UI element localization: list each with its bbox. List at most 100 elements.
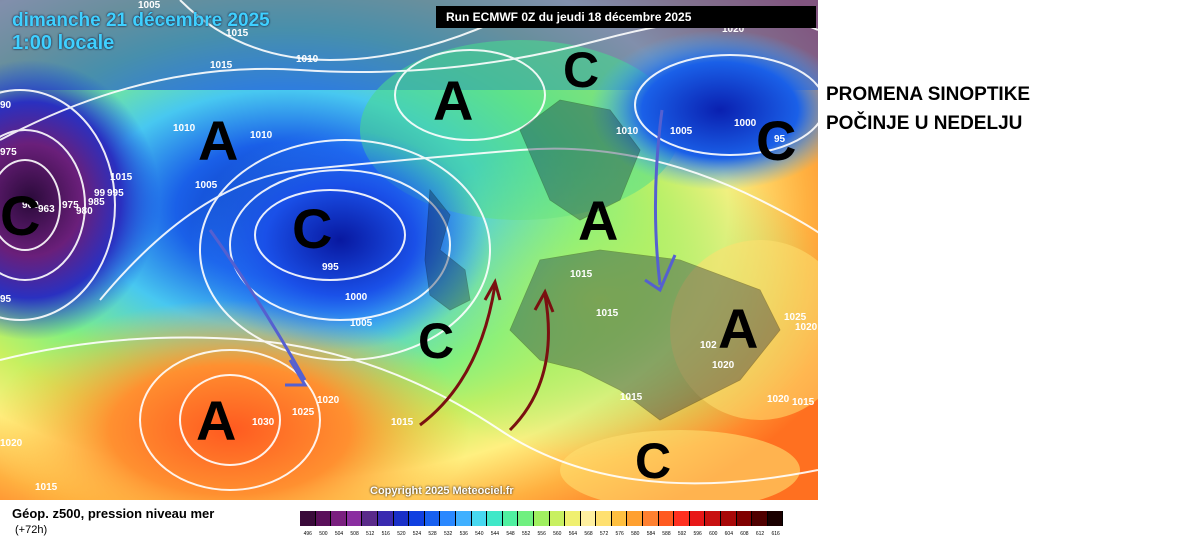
pressure-labels: 1005 1020 1015 1010 1015 1010 1010 1005 … — [0, 0, 818, 493]
scale-tick-label: 508 — [350, 531, 359, 537]
color-swatch — [362, 511, 378, 526]
isobar-label: 1010 — [296, 54, 319, 65]
color-swatch — [409, 511, 425, 526]
color-swatch — [455, 511, 472, 526]
scale-tick-label: 588 — [662, 531, 671, 537]
color-swatch — [346, 511, 363, 526]
low-pressure-label: C — [0, 184, 40, 247]
scale-tick-label: 552 — [521, 531, 531, 537]
scale-tick-label: 516 — [381, 531, 390, 537]
isobar-label: 99 — [94, 188, 106, 199]
scale-tick-label: 528 — [428, 531, 437, 537]
isobar-label: 1005 — [350, 318, 373, 329]
isobar-label: 975 — [62, 200, 79, 211]
scale-tick-label: 592 — [677, 531, 687, 537]
isobar-label: 1010 — [250, 130, 273, 141]
color-swatch — [752, 511, 768, 526]
color-swatch — [736, 511, 753, 526]
isobar-label: 1010 — [173, 123, 196, 134]
color-swatch — [300, 511, 316, 526]
isobar-label: 995 — [322, 262, 339, 273]
color-swatch — [549, 511, 566, 526]
scale-tick-label: 568 — [584, 531, 593, 537]
scale-tick-label: 616 — [771, 531, 780, 537]
map-canvas: 1005 1020 1015 1010 1015 1010 1010 1005 … — [0, 0, 818, 500]
color-swatch — [674, 511, 690, 526]
time-line: 1:00 locale — [12, 32, 115, 54]
scale-tick-label: 604 — [724, 531, 733, 537]
low-pressure-label: C — [563, 42, 599, 98]
isobar-label: 1030 — [252, 417, 275, 428]
scale-tick-label: 560 — [553, 531, 562, 537]
high-pressure-label: A — [578, 189, 618, 252]
isobar-label: 1015 — [210, 60, 233, 71]
color-swatch — [393, 511, 410, 526]
isobar-label: 1015 — [391, 417, 414, 428]
isobar-label: 1025 — [292, 407, 315, 418]
isobar-label: 963 — [38, 204, 55, 215]
color-swatch — [689, 511, 706, 526]
color-scale-ticks: 496 500 504 508 512 516 520 524 528 532 536 540 544 5… — [300, 531, 783, 537]
copyright: Copyright 2025 Meteociel.fr — [370, 485, 514, 497]
high-pressure-label: A — [718, 297, 758, 360]
color-swatch — [596, 511, 612, 526]
color-swatch — [767, 511, 784, 526]
low-pressure-label: C — [756, 109, 796, 172]
weather-map: 1005 1020 1015 1010 1015 1010 1010 1005 … — [0, 0, 818, 500]
isobar-label: 1020 — [795, 322, 818, 333]
caption-line-2: POČINJE U NEDELJU — [826, 113, 1023, 134]
isobar-label: 1020 — [767, 394, 790, 405]
high-pressure-label: A — [198, 109, 238, 172]
scale-tick-label: 544 — [490, 531, 500, 537]
color-swatch — [440, 511, 456, 526]
scale-tick-label: 572 — [599, 531, 609, 537]
isobar-label: 1005 — [670, 126, 693, 137]
isobar-label: 1020 — [712, 360, 735, 371]
scale-tick-label: 524 — [412, 531, 422, 537]
color-swatch — [611, 511, 628, 526]
caption-line-1: PROMENA SINOPTIKE — [826, 84, 1031, 105]
isobar-label: 1020 — [722, 24, 745, 35]
isobar-label: 1000 — [734, 118, 757, 129]
color-swatch — [533, 511, 550, 526]
scale-tick-label: 608 — [740, 531, 749, 537]
color-swatch — [377, 511, 394, 526]
scale-tick-label: 504 — [334, 531, 344, 537]
isobar-label: 1020 — [317, 395, 340, 406]
color-swatch — [565, 511, 581, 526]
low-pressure-label: C — [635, 433, 671, 489]
caption: PROMENA SINOPTIKE POČINJE U NEDELJU — [826, 80, 1030, 138]
color-swatch — [627, 511, 644, 526]
color-swatch — [471, 511, 488, 526]
isobar-label: 1015 — [110, 172, 133, 183]
isobar-label: 1015 — [35, 482, 58, 493]
isobar-label: 1015 — [570, 269, 593, 280]
scale-tick-label: 600 — [709, 531, 718, 537]
legend-title: Géop. z500, pression niveau mer — [12, 506, 215, 521]
isobar-label: 102 — [700, 340, 717, 351]
isobar-label: 1005 — [195, 180, 218, 191]
scale-tick-label: 500 — [319, 531, 328, 537]
isobar-label: 1015 — [792, 397, 815, 408]
isobar-label: 90 — [0, 100, 12, 111]
color-swatch — [502, 511, 519, 526]
color-swatch — [721, 511, 737, 526]
high-pressure-label: A — [196, 389, 236, 452]
scale-tick-label: 496 — [303, 531, 312, 537]
scale-tick-label: 512 — [366, 531, 375, 537]
color-swatch — [331, 511, 347, 526]
isobar-label: 1025 — [784, 312, 807, 323]
color-swatch — [315, 511, 332, 526]
scale-tick-label: 564 — [568, 531, 578, 537]
scale-tick-label: 532 — [443, 531, 453, 537]
isobar-label: 1020 — [0, 438, 23, 449]
isobar-label: 1005 — [138, 0, 161, 11]
date-line: dimanche 21 décembre 2025 — [12, 10, 270, 31]
isobar-label: 1000 — [345, 292, 368, 303]
color-swatch — [705, 511, 722, 526]
scale-tick-label: 576 — [615, 531, 624, 537]
scale-tick-label: 548 — [506, 531, 515, 537]
isobar-label: 1015 — [226, 28, 249, 39]
isobar-label: 980 — [76, 206, 93, 217]
isobar-label: 95 — [0, 294, 12, 305]
